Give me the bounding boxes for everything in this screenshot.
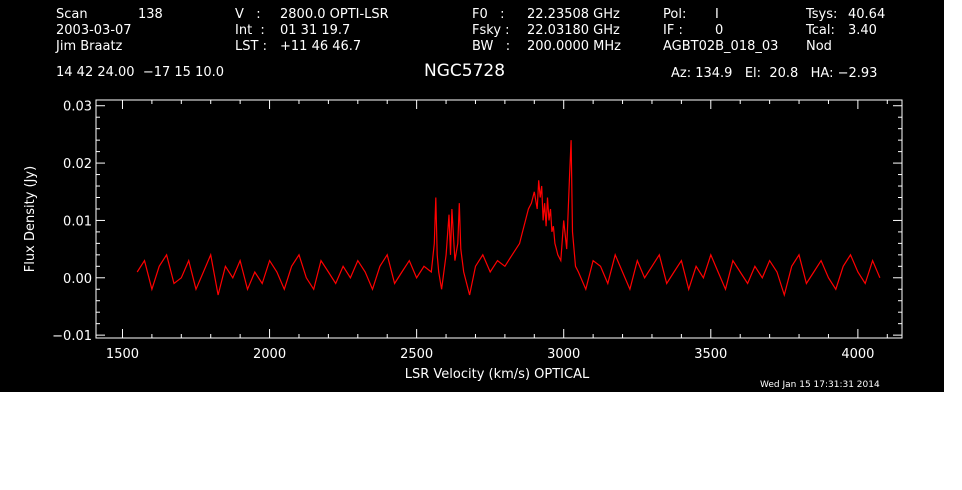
y-tick-label: 0.01 xyxy=(63,214,92,229)
source-name: NGC5728 xyxy=(424,61,506,81)
header-row2-label-2: Fsky : xyxy=(472,23,510,38)
header-row2-label-4: Tcal: xyxy=(806,23,835,38)
x-tick-label: 3500 xyxy=(694,347,727,362)
header-row1-value-1: 2800.0 OPTI-LSR xyxy=(280,7,389,22)
x-tick-label: 4000 xyxy=(841,347,874,362)
header-row2-label-3: IF : xyxy=(663,23,683,38)
spectrum-chart: 1500 2000 2500 3000 3500 4000 −0.01 0.00 0.01 0.0… xyxy=(23,99,903,382)
x-tick-label: 1500 xyxy=(106,347,139,362)
y-tick-label: −0.01 xyxy=(52,329,92,344)
coords-label: 14 42 24.00 −17 15 10.0 xyxy=(56,65,225,80)
header-row1-label-1: V : xyxy=(235,7,261,22)
header-row1-label-0: Scan xyxy=(56,7,88,22)
header-row3-value-3: AGBT02B_018_03 xyxy=(663,39,779,54)
y-tick-label: 0.03 xyxy=(63,100,92,115)
x-tick-label: 2500 xyxy=(400,347,433,362)
header-row1-value-3: I xyxy=(715,7,719,22)
header-row1-label-3: Pol: xyxy=(663,7,687,22)
x-tick-label: 2000 xyxy=(253,347,286,362)
timestamp: Wed Jan 15 17:31:31 2014 xyxy=(760,380,880,390)
header-row2-value-1: 01 31 19.7 xyxy=(280,23,351,38)
plot-frame xyxy=(95,99,903,339)
azel-label: Az: 134.9 El: 20.8 HA: −2.93 xyxy=(671,66,878,81)
header-row3-value-0: Jim Braatz xyxy=(56,39,123,54)
header-row1-value-4: 40.64 xyxy=(848,7,886,22)
x-tick-label: 3000 xyxy=(547,347,580,362)
header-row3-label-1: LST : xyxy=(235,39,267,54)
spectrum-trace xyxy=(136,140,881,298)
header-row1-label-4: Tsys: xyxy=(806,7,838,22)
header-row1-value-0: 138 xyxy=(138,7,163,22)
y-axis-label: Flux Density (Jy) xyxy=(23,166,38,272)
header-row2-label-1: Int : xyxy=(235,23,265,38)
header-row3-value-2: 200.0000 MHz xyxy=(527,39,621,54)
header-row1-label-2: F0 : xyxy=(472,7,505,22)
header-row2-value-4: 3.40 xyxy=(848,23,877,38)
y-tick-label: 0.00 xyxy=(63,272,92,287)
header-row2-value-0: 2003-03-07 xyxy=(56,23,132,38)
plot-panel: 14 42 24.00 −17 15 10.0 NGC5728 Az: 134.… xyxy=(0,0,944,392)
header-row1-value-2: 22.23508 GHz xyxy=(527,7,620,22)
x-axis-label: LSR Velocity (km/s) OPTICAL xyxy=(405,367,590,382)
header-row3-value-1: +11 46 46.7 xyxy=(280,39,362,54)
header-row2-value-2: 22.03180 GHz xyxy=(527,23,620,38)
y-tick-label: 0.02 xyxy=(63,157,92,172)
header-row3-label-2: BW : xyxy=(472,39,511,54)
header-row2-value-3: 0 xyxy=(715,23,724,38)
header-row3-value-4: Nod xyxy=(806,39,832,54)
